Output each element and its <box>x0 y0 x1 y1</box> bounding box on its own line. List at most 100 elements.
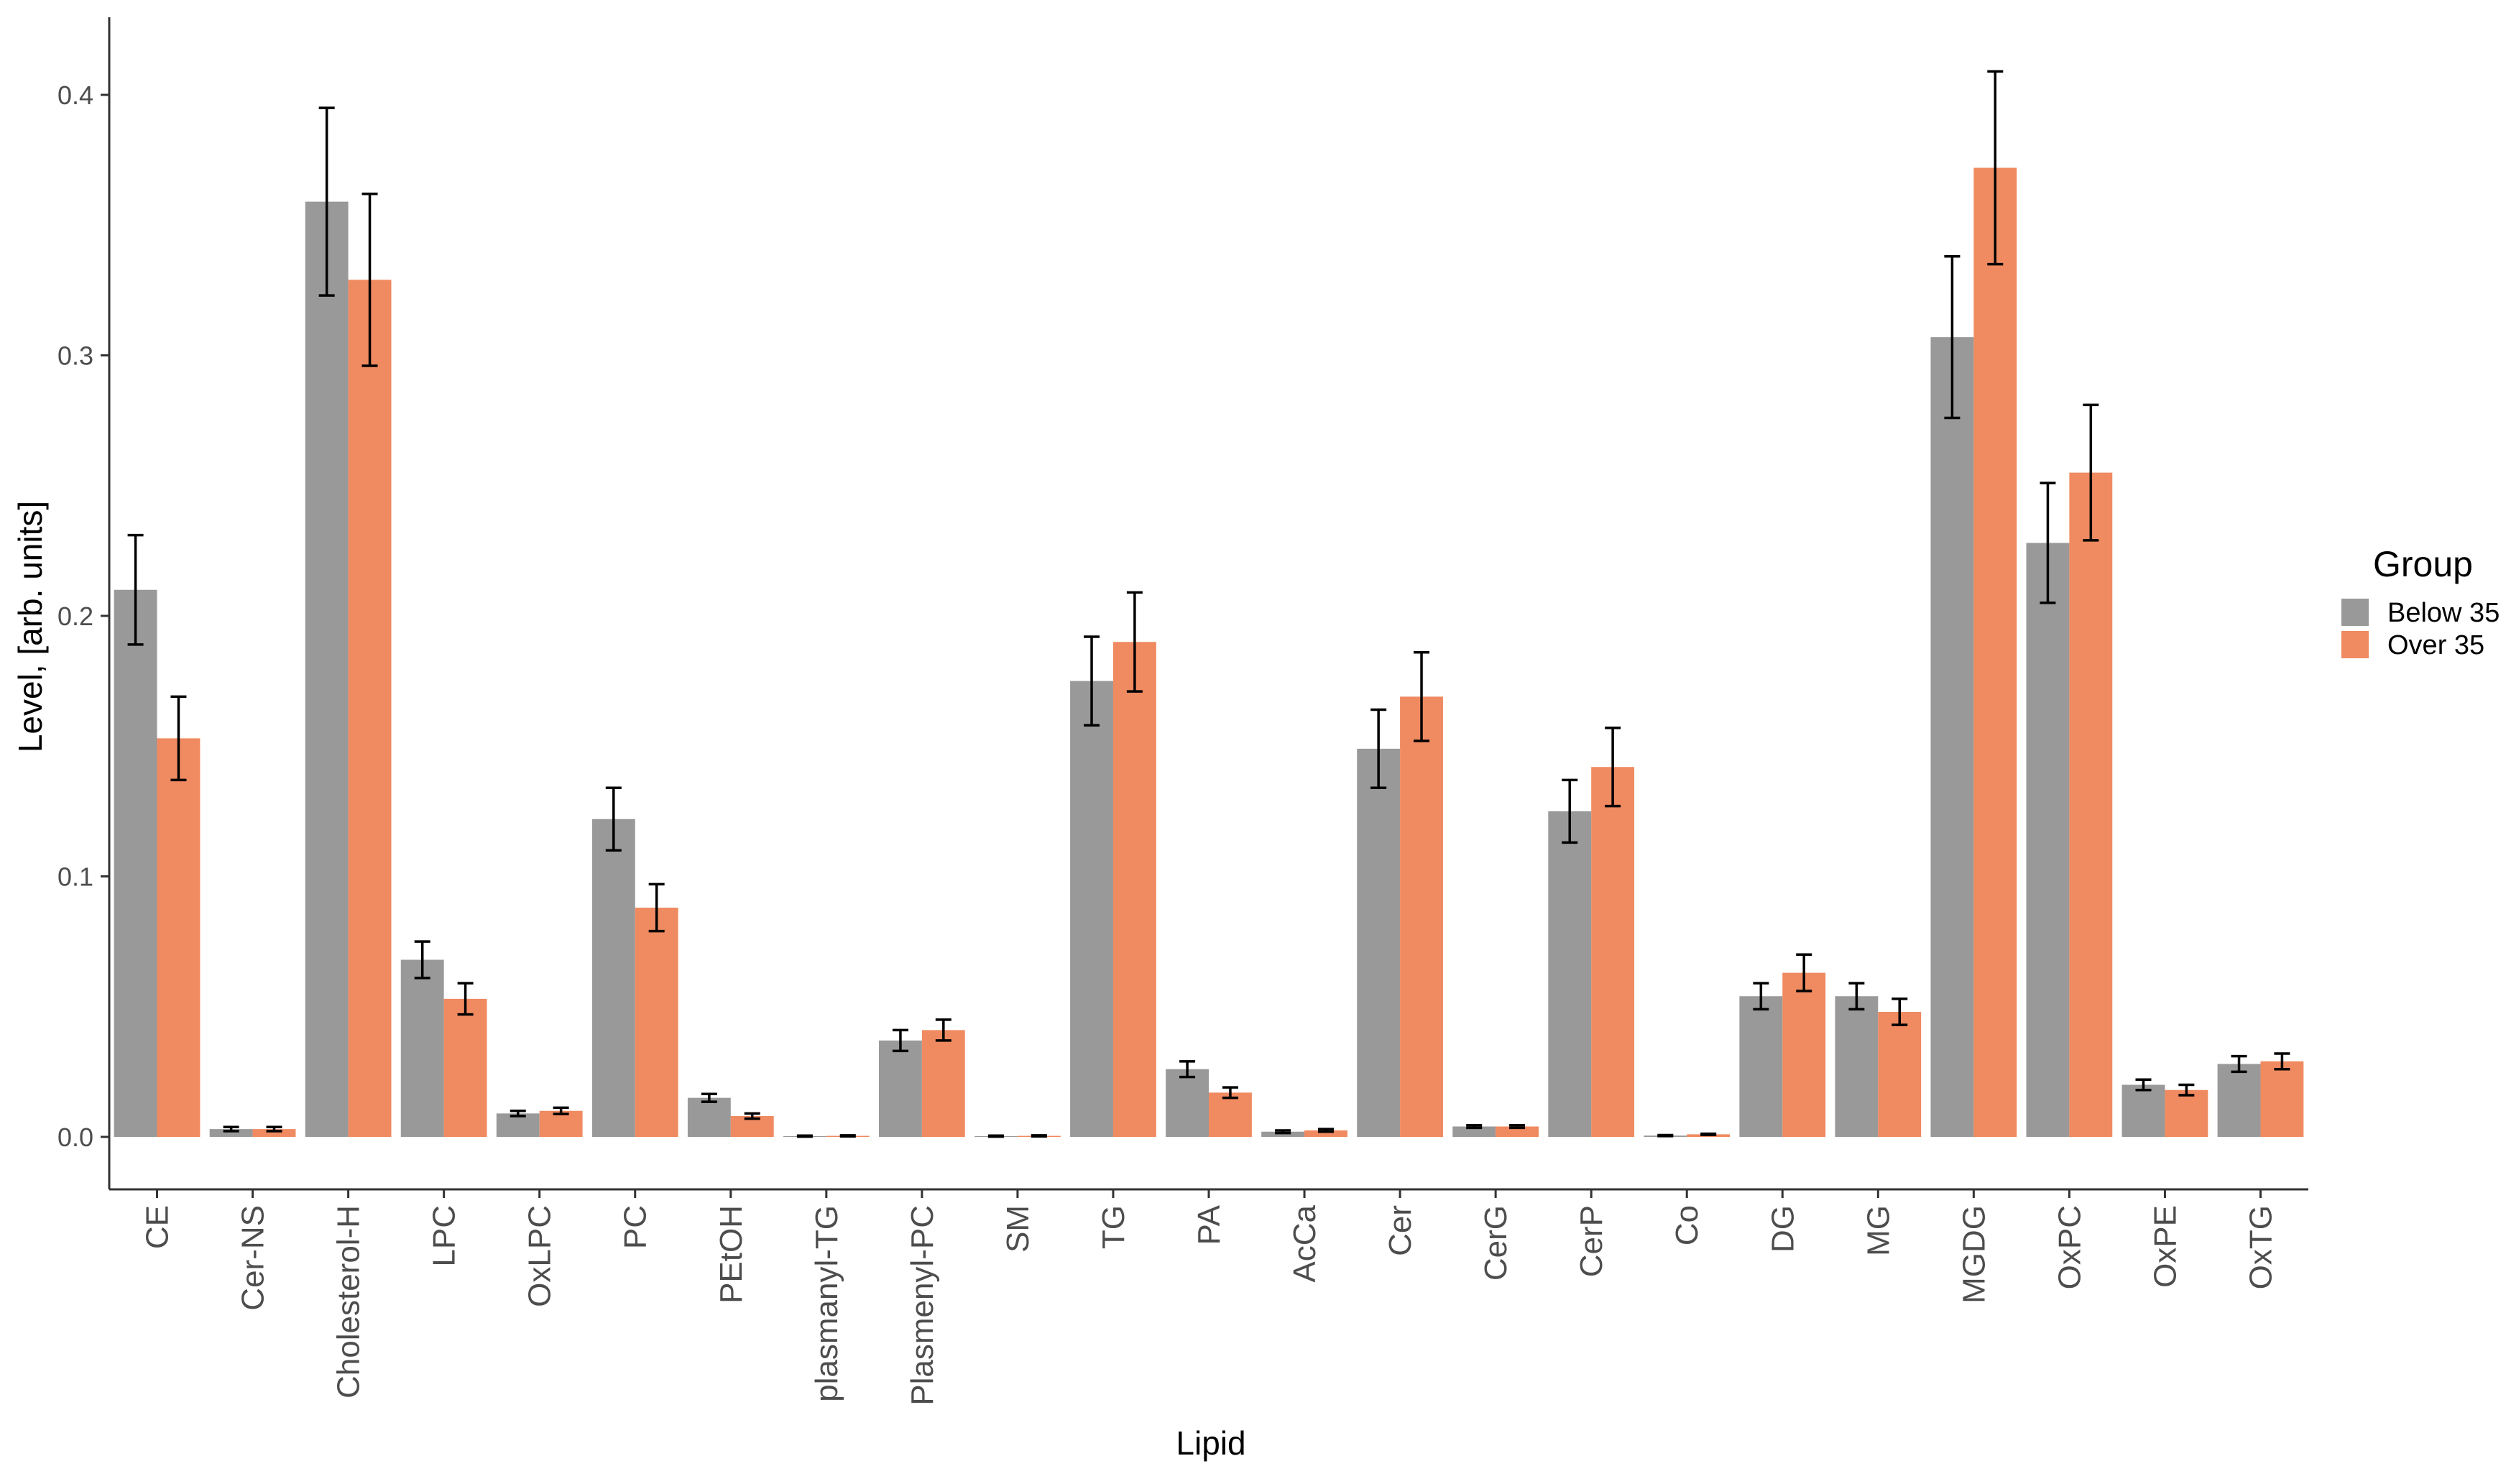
error-bar <box>744 1112 760 1120</box>
x-tick-label: PEtOH <box>714 1205 749 1304</box>
bar <box>252 1129 296 1137</box>
x-tick-label: Cer <box>1383 1205 1418 1256</box>
error-bar <box>1987 70 2004 266</box>
y-tick-label: 0.0 <box>57 1123 93 1152</box>
error-bar <box>1275 1129 1291 1135</box>
x-tick-label: AcCa <box>1287 1204 1322 1282</box>
error-bar <box>1509 1123 1526 1130</box>
bar <box>496 1113 540 1137</box>
y-axis-title: Level, [arb. units] <box>11 501 49 752</box>
x-tick-label: DG <box>1765 1205 1800 1253</box>
error-bar <box>1796 953 1812 992</box>
bar <box>400 959 444 1137</box>
bar <box>157 738 201 1137</box>
bar <box>1878 1012 1922 1137</box>
y-tick-label: 0.4 <box>57 80 93 110</box>
error-bar <box>457 982 474 1016</box>
error-bar <box>1179 1060 1196 1079</box>
error-bar <box>935 1018 952 1042</box>
error-bar <box>1605 727 1621 808</box>
x-tick-label: OxTG <box>2243 1205 2278 1289</box>
bar <box>2069 472 2113 1137</box>
x-tick-label: plasmanyl-TG <box>809 1205 844 1402</box>
bar <box>1496 1126 1539 1137</box>
bar <box>1591 767 1635 1137</box>
x-tick-label: CerP <box>1574 1205 1609 1277</box>
error-bar <box>2083 403 2099 542</box>
y-tick-label: 0.1 <box>57 862 93 892</box>
bars-layer <box>114 167 2304 1137</box>
legend-label: Over 35 <box>2387 630 2484 660</box>
bar <box>1166 1069 1209 1137</box>
x-tick-label: CerG <box>1478 1205 1513 1281</box>
bar <box>879 1040 922 1137</box>
error-bar <box>1562 778 1578 844</box>
x-tick-label: Cer-NS <box>236 1205 271 1311</box>
error-bars-layer <box>127 70 2290 1138</box>
bar <box>114 589 157 1137</box>
error-bar <box>1031 1134 1047 1138</box>
bar <box>1304 1130 1347 1137</box>
error-bar <box>414 940 430 980</box>
x-tick-label: Plasmenyl-PC <box>905 1205 940 1406</box>
error-bar <box>987 1134 1004 1138</box>
error-bar <box>1317 1128 1334 1133</box>
y-tick-label: 0.2 <box>57 602 93 631</box>
bar <box>1452 1126 1496 1137</box>
x-tick-label: PC <box>618 1205 653 1249</box>
bar <box>348 280 392 1137</box>
bar <box>209 1129 253 1137</box>
bar <box>1739 996 1783 1137</box>
error-bar <box>2274 1052 2290 1071</box>
error-bar <box>1370 708 1387 789</box>
bar <box>2217 1064 2261 1137</box>
error-bar <box>2231 1054 2247 1074</box>
x-tick-label: LPC <box>427 1205 462 1267</box>
error-bar <box>1753 982 1769 1011</box>
y-tick-label: 0.3 <box>57 341 93 371</box>
error-bar <box>796 1134 813 1138</box>
error-bar <box>1126 591 1143 693</box>
bar <box>443 998 487 1137</box>
error-bar <box>2135 1078 2152 1092</box>
bar <box>1930 337 1974 1137</box>
error-bar <box>605 786 622 852</box>
x-tick-label: Co <box>1669 1205 1705 1245</box>
error-bar <box>1848 982 1865 1011</box>
tick-labels-layer: 0.0 0.1 0.2 0.3 0.4 CE Cer-NS Cholesterol-H LPC O… <box>57 80 2279 1406</box>
error-bar <box>648 882 665 933</box>
bar <box>1261 1131 1305 1137</box>
bar <box>2121 1084 2165 1137</box>
legend-title: Group <box>2373 544 2473 584</box>
bar <box>1782 972 1826 1137</box>
x-tick-label: CE <box>140 1205 175 1249</box>
bar <box>1357 748 1401 1137</box>
bar <box>921 1030 965 1137</box>
error-bar <box>1466 1123 1483 1130</box>
error-bar <box>701 1092 717 1103</box>
x-tick-label: MG <box>1861 1205 1896 1256</box>
x-tick-label: TG <box>1096 1205 1131 1249</box>
error-bar <box>1222 1086 1238 1100</box>
bar <box>1973 167 2017 1137</box>
x-tick-label: OxPC <box>2052 1205 2087 1289</box>
bar <box>635 908 678 1137</box>
x-tick-label: Cholesterol-H <box>331 1205 367 1398</box>
legend-swatch <box>2341 599 2369 626</box>
error-bar <box>1700 1132 1717 1136</box>
error-bar <box>1414 651 1430 742</box>
bar <box>2026 543 2070 1137</box>
error-bar <box>2178 1083 2195 1097</box>
x-tick-label: OxLPC <box>522 1205 558 1307</box>
bar <box>1070 681 1113 1137</box>
error-bar <box>361 193 378 367</box>
bar <box>687 1097 731 1137</box>
error-bar <box>1944 255 1961 420</box>
legend-swatch <box>2341 631 2369 658</box>
error-bar <box>266 1125 282 1133</box>
x-tick-label: OxPE <box>2147 1205 2183 1288</box>
error-bar <box>1892 997 1908 1026</box>
